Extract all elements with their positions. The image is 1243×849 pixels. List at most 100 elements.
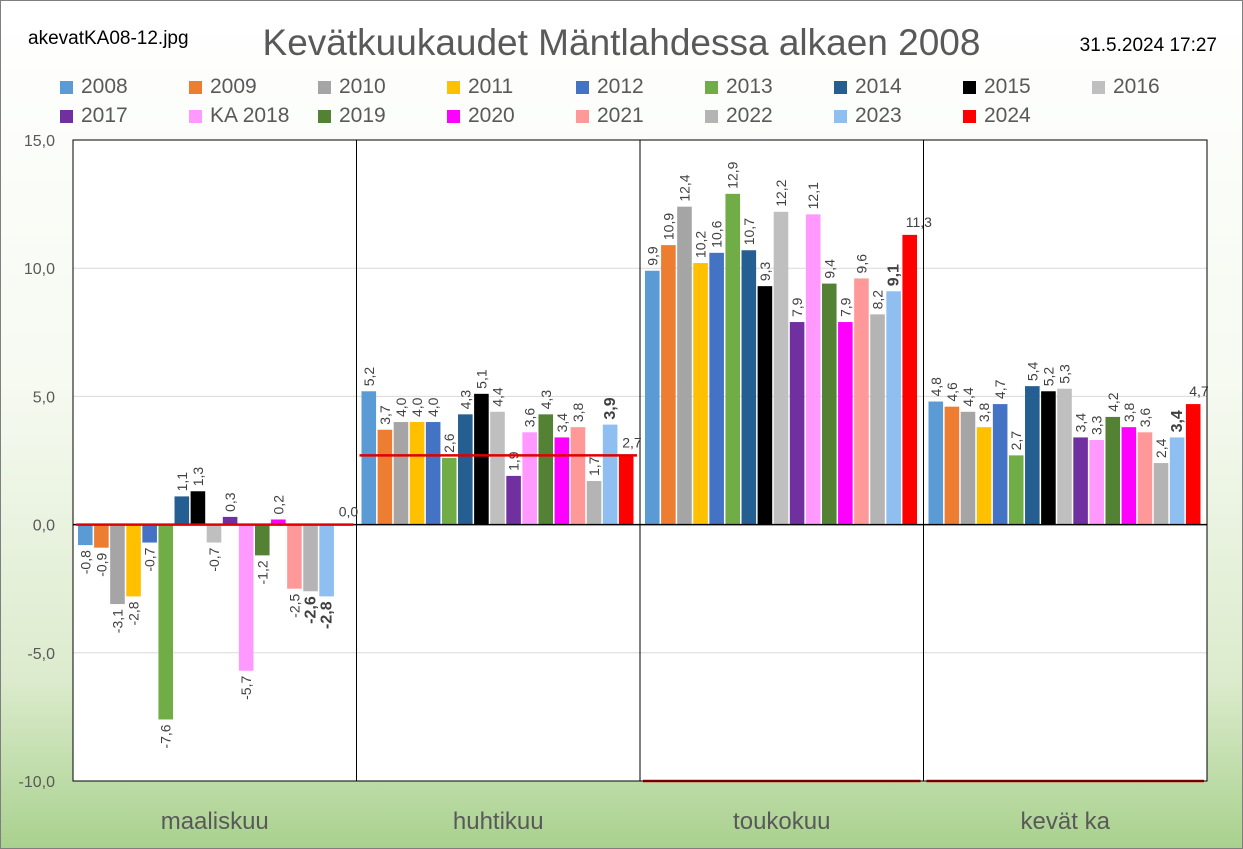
data-label: 5,3	[1057, 364, 1073, 384]
bar	[174, 496, 190, 525]
data-label: 7,9	[837, 297, 853, 317]
data-label: 3,7	[377, 405, 393, 425]
bar	[661, 245, 676, 525]
bar	[206, 524, 222, 543]
bar	[319, 524, 334, 597]
bar	[1185, 404, 1201, 525]
legend-label: 2015	[984, 75, 1031, 98]
y-tick-label: 5,0	[33, 389, 55, 406]
bar	[538, 414, 554, 525]
bar	[854, 278, 869, 525]
data-label: 3,6	[522, 408, 538, 428]
data-label: 4,4	[490, 387, 506, 407]
data-label: 4,6	[944, 382, 960, 402]
legend-item: 2016	[1092, 75, 1160, 99]
bar	[303, 524, 318, 592]
category-label: toukokuu	[733, 808, 830, 835]
legend-item: 2014	[834, 75, 902, 99]
legend-swatch	[318, 109, 331, 123]
legend-item: 2012	[576, 75, 644, 99]
bar	[838, 322, 853, 525]
category-label: maaliskuu	[161, 808, 269, 835]
data-label: 3,8	[1121, 402, 1137, 422]
legend-swatch	[60, 80, 73, 94]
bar	[94, 524, 109, 548]
data-label: 3,6	[1137, 408, 1153, 428]
bar	[1057, 388, 1072, 525]
bar	[789, 322, 805, 525]
legend-label: 2016	[1113, 75, 1160, 98]
data-label: 2,7	[1008, 431, 1024, 451]
legend-item: 2023	[834, 104, 902, 128]
data-label: 3,4	[554, 413, 570, 433]
bar	[238, 524, 254, 671]
legend-swatch	[576, 109, 589, 123]
bar	[441, 457, 457, 525]
bar	[287, 524, 302, 589]
y-tick-label: -5,0	[27, 646, 55, 663]
data-label: 12,4	[676, 174, 692, 201]
legend-item: 2022	[705, 104, 773, 128]
y-tick-label: 15,0	[24, 133, 55, 150]
data-label: 10,7	[741, 218, 757, 245]
bar	[886, 291, 901, 525]
legend-label: 2010	[339, 75, 386, 98]
bar	[725, 193, 741, 525]
bar	[1089, 439, 1104, 525]
bar	[506, 475, 521, 525]
data-label: 0,2	[270, 495, 286, 515]
bar	[474, 393, 489, 525]
data-label: 7,9	[789, 297, 805, 317]
bar	[409, 422, 425, 525]
data-label: 10,6	[709, 220, 725, 247]
data-label: 3,3	[1089, 415, 1105, 435]
bar	[960, 411, 976, 525]
legend-label: 2017	[81, 104, 128, 127]
bar	[821, 283, 837, 525]
data-label: 4,8	[928, 377, 944, 397]
data-label: -2,6	[303, 596, 320, 624]
data-label: 0,0	[339, 504, 359, 520]
bar	[1137, 432, 1153, 525]
legend-item: KA 2018	[189, 104, 289, 128]
bar	[158, 524, 174, 720]
data-label: 4,2	[1105, 392, 1121, 412]
bar	[1073, 437, 1088, 525]
legend-label: 2008	[81, 75, 128, 98]
bar	[1153, 463, 1169, 525]
data-label: 4,0	[393, 397, 409, 417]
legend-label: 2012	[597, 75, 644, 98]
legend-swatch	[705, 109, 718, 123]
data-label: 2,6	[441, 433, 457, 453]
data-label: 2,7	[622, 434, 642, 450]
data-label: -3,1	[109, 609, 125, 633]
data-label: 1,1	[174, 472, 190, 492]
legend-swatch	[834, 80, 847, 94]
bar	[693, 263, 708, 525]
data-label: 10,9	[660, 213, 676, 240]
timestamp-label: 31.5.2024 17:27	[1079, 35, 1217, 56]
legend-item: 2013	[705, 75, 773, 99]
data-label: -2,8	[319, 601, 336, 629]
legend-swatch	[963, 109, 976, 123]
legend-item: 2020	[447, 104, 515, 128]
data-label: 9,3	[757, 261, 773, 281]
bar	[78, 524, 93, 546]
data-label: 4,3	[457, 390, 473, 410]
bar	[645, 270, 660, 525]
data-label: 1,7	[586, 456, 602, 476]
bar	[361, 391, 377, 525]
bar	[870, 314, 885, 525]
legend-label: 2014	[855, 75, 902, 98]
legend-swatch	[705, 80, 718, 94]
legend-label: 2013	[726, 75, 773, 98]
bar	[944, 406, 960, 525]
data-label: 4,0	[425, 397, 441, 417]
bar	[1008, 455, 1024, 525]
bar	[522, 432, 537, 525]
legend-label: 2023	[855, 104, 902, 127]
data-label: 10,2	[693, 231, 709, 258]
legend-swatch	[963, 80, 976, 94]
legend-label: KA 2018	[210, 104, 290, 127]
bar	[741, 250, 757, 525]
